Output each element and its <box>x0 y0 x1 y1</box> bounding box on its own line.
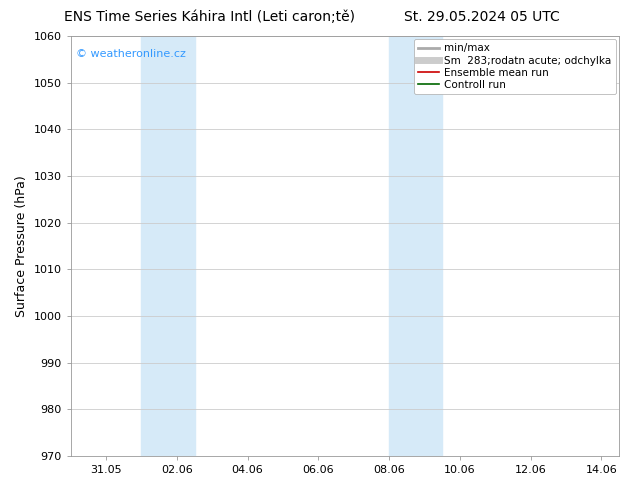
Text: © weatheronline.cz: © weatheronline.cz <box>76 49 186 59</box>
Legend: min/max, Sm  283;rodatn acute; odchylka, Ensemble mean run, Controll run: min/max, Sm 283;rodatn acute; odchylka, … <box>414 39 616 94</box>
Bar <box>389 36 442 456</box>
Text: ENS Time Series Káhira Intl (Leti caron;tě): ENS Time Series Káhira Intl (Leti caron;… <box>64 10 354 24</box>
Bar <box>141 36 195 456</box>
Text: St. 29.05.2024 05 UTC: St. 29.05.2024 05 UTC <box>404 10 560 24</box>
Y-axis label: Surface Pressure (hPa): Surface Pressure (hPa) <box>15 175 28 317</box>
